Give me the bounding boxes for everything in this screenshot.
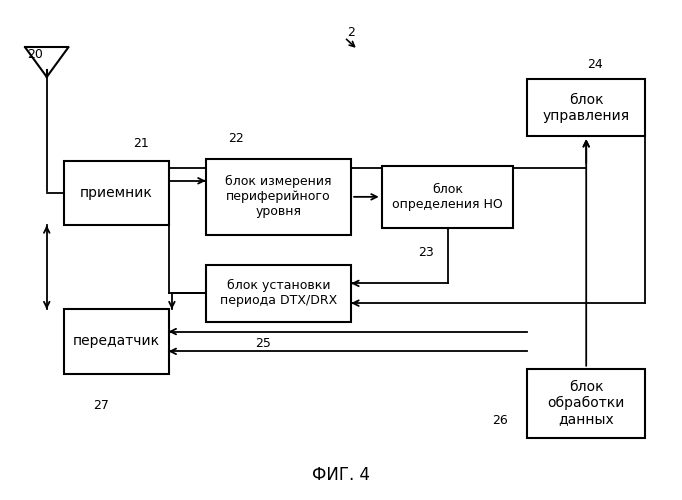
Bar — [527, 80, 645, 136]
Text: блок установки
периода DTX/DRX: блок установки периода DTX/DRX — [220, 279, 337, 308]
Text: 24: 24 — [587, 58, 602, 71]
Bar — [206, 265, 351, 322]
Text: ФИГ. 4: ФИГ. 4 — [312, 466, 370, 484]
Text: 27: 27 — [93, 399, 109, 412]
Text: 21: 21 — [134, 137, 149, 150]
Bar — [206, 158, 351, 235]
Text: блок
обработки
данных: блок обработки данных — [548, 380, 625, 426]
Text: 20: 20 — [27, 48, 43, 61]
Bar — [382, 166, 514, 228]
Text: 25: 25 — [255, 338, 271, 350]
Bar — [63, 310, 168, 374]
Text: 26: 26 — [492, 414, 508, 427]
Text: 22: 22 — [228, 132, 244, 145]
Text: блок
управления: блок управления — [543, 92, 629, 123]
Text: 23: 23 — [417, 246, 434, 259]
Text: передатчик: передатчик — [72, 334, 160, 348]
Text: приемник: приемник — [80, 186, 153, 200]
Text: блок измерения
периферийного
уровня: блок измерения периферийного уровня — [225, 176, 331, 218]
Text: 2: 2 — [347, 26, 355, 39]
Bar — [63, 161, 168, 226]
Text: блок
определения НО: блок определения НО — [392, 183, 503, 211]
Bar — [527, 368, 645, 438]
